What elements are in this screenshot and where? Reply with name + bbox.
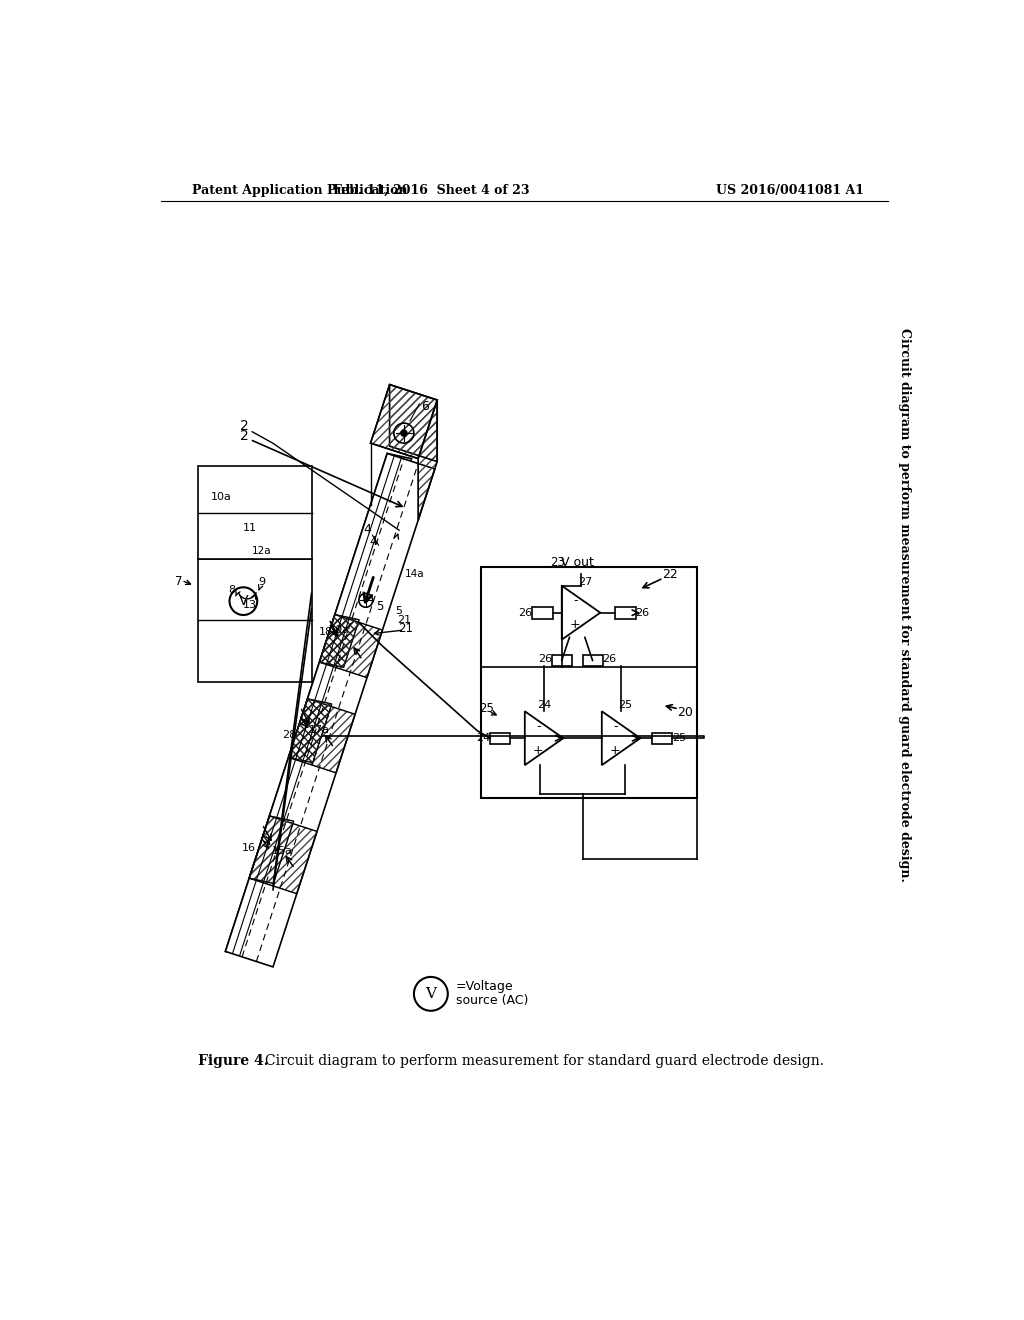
Bar: [552, 655, 571, 665]
Text: 25: 25: [479, 702, 494, 715]
Text: +: +: [532, 744, 544, 756]
Text: source (AC): source (AC): [456, 994, 528, 1007]
Text: 21: 21: [397, 615, 412, 624]
Text: 18: 18: [318, 627, 333, 636]
Text: +: +: [570, 618, 581, 631]
Text: 26: 26: [602, 653, 616, 664]
Text: 24: 24: [537, 700, 551, 710]
Bar: [614, 607, 637, 619]
Text: 26: 26: [518, 607, 532, 618]
Text: 16: 16: [242, 843, 256, 853]
Text: 20: 20: [677, 706, 693, 719]
Text: =Voltage: =Voltage: [456, 981, 513, 994]
Text: 5: 5: [376, 601, 383, 612]
Text: V: V: [239, 594, 248, 609]
Text: 8: 8: [228, 585, 236, 594]
Text: 4: 4: [364, 523, 371, 536]
Text: 2: 2: [241, 429, 249, 442]
Text: 21: 21: [398, 622, 414, 635]
Bar: [199, 558, 311, 682]
Text: 22: 22: [662, 568, 678, 581]
Text: +: +: [610, 744, 621, 756]
Text: 23: 23: [551, 556, 565, 569]
Text: 13: 13: [243, 601, 257, 610]
Text: 4: 4: [370, 535, 377, 548]
Text: 26: 26: [636, 607, 649, 618]
Bar: [199, 466, 311, 558]
Bar: [583, 655, 602, 665]
Text: 9: 9: [258, 577, 265, 587]
Text: 11: 11: [243, 523, 257, 533]
Polygon shape: [225, 454, 412, 957]
Bar: [531, 607, 553, 619]
Polygon shape: [225, 454, 435, 966]
Text: Feb. 11, 2016  Sheet 4 of 23: Feb. 11, 2016 Sheet 4 of 23: [333, 185, 529, 197]
Text: V out: V out: [561, 556, 594, 569]
Text: Circuit diagram to perform measurement for standard guard electrode design.: Circuit diagram to perform measurement f…: [265, 1053, 824, 1068]
Text: 25: 25: [617, 700, 632, 710]
Text: -: -: [613, 719, 617, 733]
Text: Circuit diagram to perform measurement for standard guard electrode design.: Circuit diagram to perform measurement f…: [898, 329, 911, 882]
Text: 25: 25: [672, 733, 686, 743]
Text: 12a: 12a: [252, 546, 271, 556]
Bar: [652, 733, 672, 743]
Text: US 2016/0041081 A1: US 2016/0041081 A1: [716, 185, 864, 197]
Bar: [490, 733, 510, 743]
Polygon shape: [524, 711, 563, 766]
Text: 7: 7: [175, 576, 183, 589]
Text: Figure 4.: Figure 4.: [199, 1053, 269, 1068]
Polygon shape: [602, 711, 640, 766]
Text: 10a: 10a: [211, 492, 231, 502]
Circle shape: [400, 430, 407, 436]
Text: Patent Application Publication: Patent Application Publication: [193, 185, 408, 197]
Circle shape: [364, 598, 368, 603]
Text: 6: 6: [422, 400, 429, 413]
Text: 26: 26: [538, 653, 552, 664]
Text: 19a: 19a: [330, 626, 350, 635]
Text: 14a: 14a: [404, 569, 425, 579]
Polygon shape: [562, 586, 600, 640]
Bar: [481, 566, 696, 797]
Text: 2: 2: [241, 420, 249, 433]
Text: 15a: 15a: [271, 846, 292, 857]
Text: -: -: [573, 594, 578, 607]
Text: V: V: [425, 987, 436, 1001]
Text: -: -: [536, 719, 541, 733]
Text: 27: 27: [578, 577, 592, 587]
Text: 24: 24: [476, 733, 490, 743]
Text: 5: 5: [395, 606, 401, 616]
Text: 28: 28: [283, 730, 297, 741]
Text: 17a: 17a: [309, 726, 330, 735]
